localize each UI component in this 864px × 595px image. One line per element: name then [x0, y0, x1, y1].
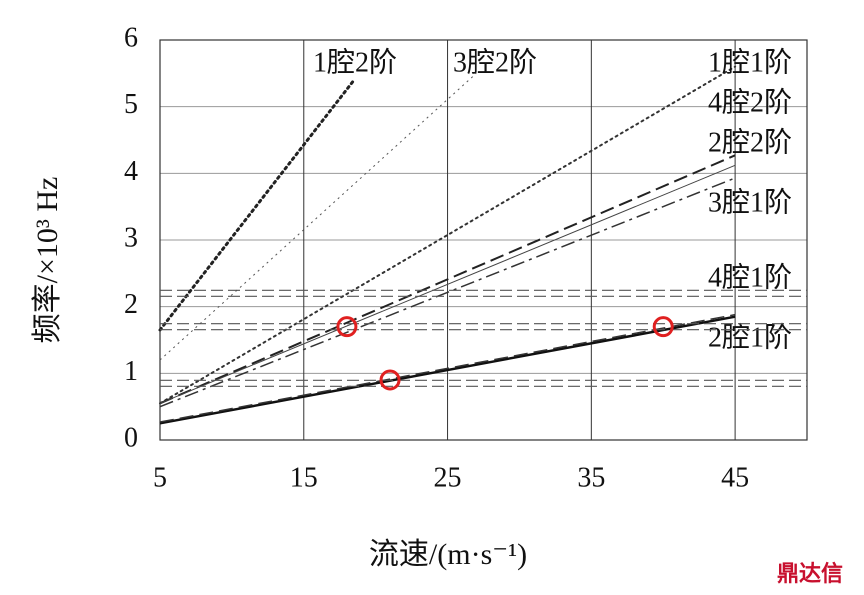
- series-label: 2腔2阶: [708, 126, 792, 158]
- series-label: 3腔2阶: [453, 46, 537, 78]
- series-line: [159, 154, 736, 405]
- x-tick-label: 5: [153, 462, 167, 493]
- series-label: 4腔1阶: [708, 261, 792, 293]
- series-label: 2腔1阶: [708, 321, 792, 353]
- y-tick-label: 2: [124, 289, 138, 320]
- y-tick-label: 3: [124, 222, 138, 253]
- series-line: [159, 164, 736, 404]
- y-tick-label: 5: [124, 89, 138, 120]
- series-label: 1腔2阶: [313, 46, 397, 78]
- y-axis-label: 频率/×10³ Hz: [31, 177, 64, 344]
- marker-circle: [652, 316, 674, 338]
- series-label: 1腔1阶: [708, 46, 792, 78]
- series-line: [158, 78, 356, 332]
- y-tick-label: 0: [124, 422, 138, 453]
- x-tick-label: 45: [721, 462, 749, 493]
- series-label: 3腔1阶: [708, 186, 792, 218]
- y-tick-label: 4: [124, 156, 138, 187]
- series-line: [159, 177, 736, 408]
- x-tick-label: 15: [290, 462, 318, 493]
- series-line: [159, 313, 736, 423]
- x-tick-label: 35: [577, 462, 605, 493]
- x-tick-label: 25: [434, 462, 462, 493]
- plot-frame: [159, 39, 808, 441]
- series-line: [159, 72, 477, 361]
- marker-circle: [336, 316, 358, 338]
- x-axis-label: 流速/(m·s⁻¹): [369, 538, 527, 571]
- y-tick-label: 1: [124, 356, 138, 387]
- series-label: 4腔2阶: [708, 86, 792, 118]
- watermark: 鼎达信: [777, 561, 843, 587]
- y-tick-label: 6: [124, 22, 138, 53]
- series-line: [159, 315, 736, 425]
- marker-circle: [379, 369, 401, 391]
